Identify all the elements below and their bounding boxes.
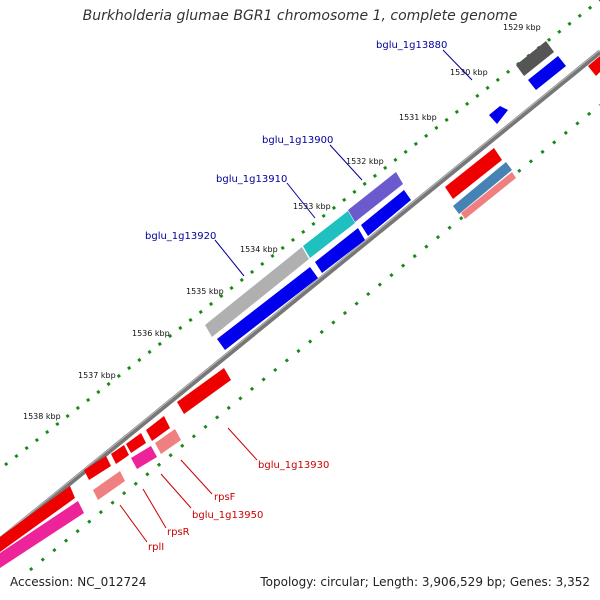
gene-feature[interactable] — [445, 148, 502, 199]
outer-tick-ring — [4, 0, 600, 467]
gene-feature[interactable] — [528, 56, 566, 90]
map-title: Burkholderia glumae BGR1 chromosome 1, c… — [82, 8, 518, 24]
tick-label: 1532 kbp — [346, 157, 384, 166]
gene-feature[interactable] — [489, 106, 508, 124]
tick-label: 1531 kbp — [399, 113, 437, 122]
gene-label-rpsF[interactable]: rpsF — [214, 492, 236, 503]
tick-labels: 1529 kbp 1530 kbp 1531 kbp 1532 kbp 1533… — [23, 23, 541, 421]
gene-label-bglu-1g13950[interactable]: bglu_1g13950 — [192, 510, 263, 521]
gene-feature[interactable] — [111, 445, 129, 464]
gene-feature-bglu-1g13920[interactable] — [205, 247, 309, 337]
gene-label-rpsR[interactable]: rpsR — [167, 527, 190, 538]
gene-feature[interactable] — [453, 162, 512, 214]
gene-feature[interactable] — [0, 486, 75, 552]
gene-feature-bglu-1g13910[interactable] — [303, 211, 355, 258]
gene-feature[interactable] — [84, 456, 111, 480]
accession-label: Accession: — [10, 575, 78, 589]
gene-label-bglu-1g13910[interactable]: bglu_1g13910 — [216, 174, 287, 185]
gene-feature[interactable] — [217, 267, 318, 350]
gene-label-bglu-1g13880[interactable]: bglu_1g13880 — [376, 40, 447, 51]
accession-text: Accession: NC_012724 — [10, 575, 146, 589]
gene-feature-rpsF[interactable] — [155, 429, 181, 454]
tick-label: 1535 kbp — [186, 287, 224, 296]
gene-feature-rplI[interactable] — [0, 501, 84, 568]
tick-label: 1536 kbp — [132, 329, 170, 338]
gene-feature[interactable] — [146, 416, 170, 441]
label-leaders — [119, 49, 473, 543]
gene-feature-bglu-1g13930[interactable] — [177, 368, 231, 414]
gene-feature-rpsR[interactable] — [93, 471, 125, 500]
gene-feature[interactable] — [126, 433, 146, 453]
gene-feature[interactable] — [361, 190, 411, 236]
tick-label: 1537 kbp — [78, 371, 116, 380]
gene-label-bglu-1g13930[interactable]: bglu_1g13930 — [258, 460, 329, 471]
tick-label: 1538 kbp — [23, 412, 61, 421]
tick-label: 1534 kbp — [240, 245, 278, 254]
gene-feature[interactable] — [315, 228, 365, 273]
gene-feature[interactable] — [461, 172, 516, 219]
tick-label: 1533 kbp — [293, 202, 331, 211]
gene-feature-bglu-1g13950[interactable] — [131, 446, 157, 469]
forward-strand-features — [205, 41, 600, 350]
chromosome-backbone — [0, 49, 600, 542]
gene-feature-bglu-1g13900[interactable] — [348, 172, 403, 222]
tick-label: 1529 kbp — [503, 23, 541, 32]
inner-tick-ring — [29, 103, 600, 572]
gene-label-bglu-1g13900[interactable]: bglu_1g13900 — [262, 135, 333, 146]
tick-label: 1530 kbp — [450, 68, 488, 77]
topology-text: Topology: circular; Length: 3,906,529 bp… — [260, 575, 590, 589]
gene-labels: bglu_1g13880 bglu_1g13900 bglu_1g13910 b… — [145, 40, 447, 553]
gene-feature[interactable] — [516, 41, 554, 76]
accession-value: NC_012724 — [77, 575, 147, 589]
gene-label-bglu-1g13920[interactable]: bglu_1g13920 — [145, 231, 216, 242]
gene-label-rplI[interactable]: rplI — [148, 542, 164, 553]
reverse-strand-features — [0, 148, 516, 568]
gene-feature[interactable] — [588, 56, 600, 76]
